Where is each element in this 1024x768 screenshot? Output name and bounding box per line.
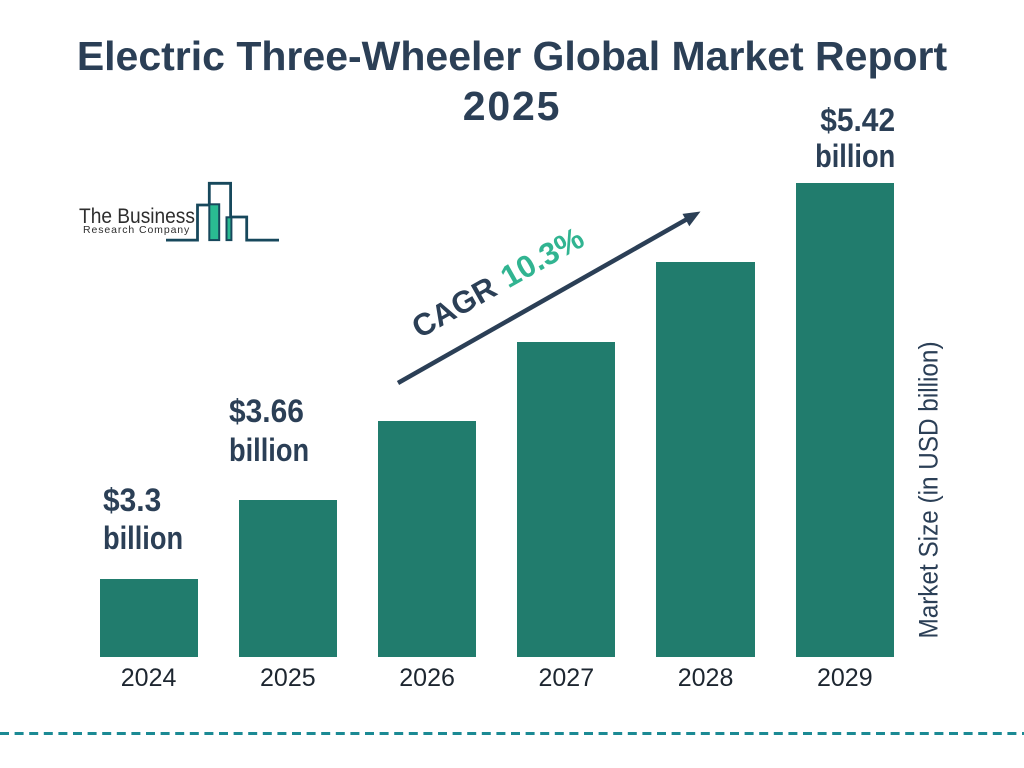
bar-2025 (238, 499, 337, 657)
value-label-2024-line2: billion (103, 520, 184, 557)
x-tick-2029: 2029 (816, 664, 873, 693)
bar-2028 (656, 262, 755, 657)
value-label-2025-line1: $3.66 (229, 393, 304, 430)
bar-2024 (99, 578, 198, 657)
cagr-growth-arrow (396, 211, 701, 385)
bar-2026 (377, 420, 477, 657)
logo-skyline-icon (166, 181, 279, 242)
page-title-line1: Electric Three-Wheeler Global Market Rep… (76, 32, 948, 79)
bar-2027 (517, 341, 616, 657)
x-tick-2027: 2027 (538, 664, 595, 693)
value-label-2025-line2: billion (229, 431, 310, 468)
value-label-2029-line2: billion (814, 138, 895, 175)
x-tick-2028: 2028 (677, 664, 734, 693)
page-title-line2: 2025 (462, 82, 562, 129)
value-label-2029-line1: $5.42 (820, 101, 895, 138)
logo-text-secondary: Research Company (83, 223, 191, 236)
bar-2029 (795, 183, 894, 657)
value-label-2024-line1: $3.3 (103, 482, 162, 518)
x-tick-2024: 2024 (120, 664, 177, 693)
x-tick-2026: 2026 (399, 664, 455, 693)
x-tick-2025: 2025 (260, 664, 316, 693)
page-title: Electric Three-Wheeler Global Market Rep… (0, 31, 1024, 131)
logo-text-primary: The Business (79, 203, 195, 228)
